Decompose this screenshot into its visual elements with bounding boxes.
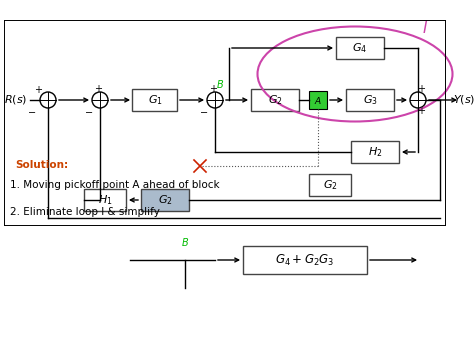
Text: $B$: $B$ [216, 78, 224, 90]
Text: 1. Moving pickoff point A ahead of block: 1. Moving pickoff point A ahead of block [10, 180, 219, 190]
Bar [141, 189, 189, 211]
Text: $A$: $A$ [314, 94, 322, 105]
Text: $I$: $I$ [422, 20, 428, 36]
Bar [133, 89, 177, 111]
Text: $H_1$: $H_1$ [98, 193, 112, 207]
Bar [251, 89, 299, 111]
Text: $G_4+G_2G_3$: $G_4+G_2G_3$ [275, 252, 335, 268]
Text: $G_4$: $G_4$ [352, 41, 367, 55]
Text: $G_1$: $G_1$ [147, 93, 163, 107]
Bar [336, 37, 384, 59]
Text: +: + [417, 106, 425, 116]
Bar [346, 89, 394, 111]
Bar [351, 141, 399, 163]
Bar [84, 189, 126, 211]
Text: $G_2$: $G_2$ [268, 93, 283, 107]
Text: $-$: $-$ [84, 106, 93, 116]
Text: $G_3$: $G_3$ [363, 93, 377, 107]
Bar [309, 174, 351, 196]
Text: $G_2$: $G_2$ [158, 193, 173, 207]
Text: $H_2$: $H_2$ [368, 145, 382, 159]
Text: $G_2$: $G_2$ [323, 178, 337, 192]
Bar [243, 246, 367, 274]
Text: 2. Eliminate loop I & simplify: 2. Eliminate loop I & simplify [10, 207, 160, 217]
Text: $B$: $B$ [181, 236, 189, 248]
Text: Solution:: Solution: [15, 160, 68, 170]
Text: $-$: $-$ [27, 106, 36, 116]
Text: $Y(s)$: $Y(s)$ [453, 93, 474, 106]
Text: +: + [209, 84, 217, 94]
Text: $R(s)$: $R(s)$ [4, 93, 27, 106]
Text: +: + [34, 85, 42, 95]
Bar [309, 91, 327, 109]
Text: $-$: $-$ [200, 106, 209, 116]
Text: +: + [94, 84, 102, 94]
Text: +: + [417, 84, 425, 94]
